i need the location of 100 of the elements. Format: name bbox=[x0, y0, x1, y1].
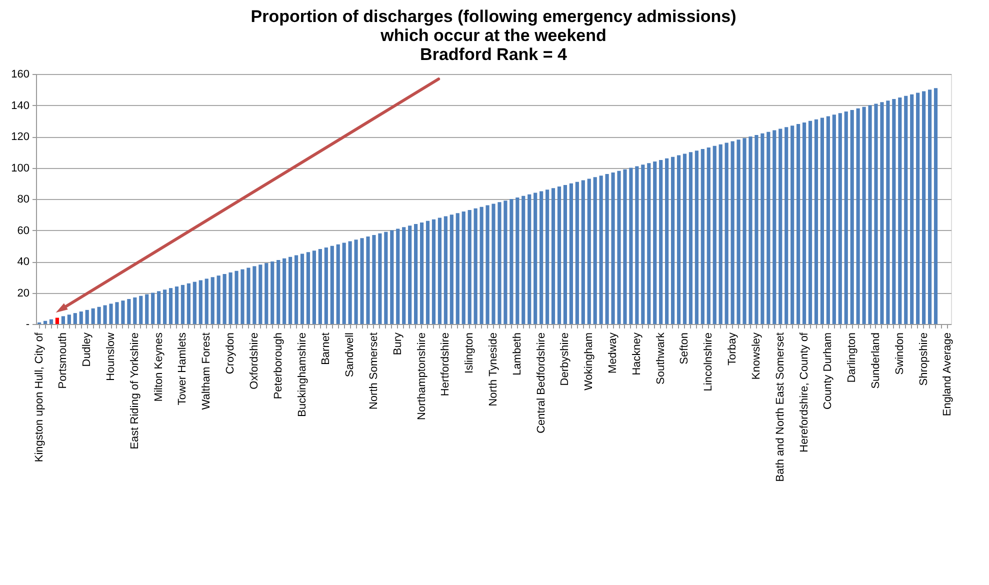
bar bbox=[748, 136, 752, 324]
bar bbox=[832, 114, 836, 324]
bar bbox=[838, 113, 842, 324]
bar bbox=[605, 174, 609, 324]
bar bbox=[330, 246, 334, 324]
bar bbox=[623, 169, 627, 324]
bar bbox=[462, 212, 466, 324]
x-tick-label: Shropshire bbox=[918, 332, 930, 386]
x-tick-label: Central Bedfordshire bbox=[535, 332, 548, 434]
bar bbox=[862, 106, 866, 324]
bar bbox=[599, 176, 603, 324]
x-tick-label: Lambeth bbox=[511, 332, 524, 376]
y-tick-label: 120 bbox=[11, 131, 30, 143]
bar bbox=[486, 205, 490, 324]
bar bbox=[718, 144, 722, 324]
bar bbox=[43, 320, 48, 324]
bar bbox=[420, 222, 424, 324]
bar bbox=[581, 180, 585, 324]
bar bbox=[246, 268, 250, 324]
bar bbox=[198, 280, 202, 324]
bar bbox=[934, 88, 938, 324]
bar bbox=[886, 100, 890, 324]
y-tick-label: - bbox=[26, 318, 30, 330]
bar bbox=[204, 278, 208, 324]
text: which occur at the weekend bbox=[380, 26, 606, 45]
bar bbox=[61, 316, 65, 324]
bar bbox=[682, 154, 687, 324]
bar bbox=[300, 254, 304, 324]
bar bbox=[157, 291, 161, 324]
bar bbox=[844, 112, 848, 324]
bar bbox=[540, 191, 544, 324]
bar bbox=[139, 296, 143, 324]
bar bbox=[736, 140, 740, 324]
bar bbox=[742, 138, 746, 324]
bar bbox=[635, 166, 639, 324]
bar bbox=[892, 99, 896, 324]
y-tick-label: 80 bbox=[17, 194, 30, 206]
bar bbox=[700, 149, 704, 324]
bar bbox=[545, 190, 550, 324]
bar bbox=[856, 108, 860, 324]
bar bbox=[647, 163, 651, 324]
bar bbox=[778, 128, 782, 324]
bar bbox=[174, 286, 179, 324]
bar bbox=[162, 290, 167, 324]
bar bbox=[808, 120, 812, 324]
bar bbox=[366, 236, 370, 324]
bar bbox=[306, 252, 310, 324]
x-tick-label: Hackney bbox=[630, 332, 643, 376]
bar bbox=[312, 250, 316, 324]
text: Bradford Rank = 4 bbox=[420, 45, 567, 64]
bar bbox=[468, 210, 472, 324]
bar bbox=[228, 272, 232, 324]
y-tick-label: 60 bbox=[17, 224, 30, 237]
bar bbox=[216, 276, 220, 324]
x-tick-label: Medway bbox=[607, 332, 620, 374]
bar bbox=[504, 200, 508, 324]
bar bbox=[258, 264, 262, 324]
x-tick-label: Derbyshire bbox=[559, 332, 572, 386]
y-tick-label: 160 bbox=[11, 68, 30, 80]
bar bbox=[432, 219, 436, 324]
x-tick-label: Croydon bbox=[224, 332, 237, 374]
bar bbox=[563, 184, 568, 324]
bar bbox=[569, 183, 573, 324]
x-tick-label: Hounslow bbox=[105, 332, 118, 381]
bar bbox=[659, 160, 663, 324]
bar bbox=[55, 318, 60, 324]
x-tick-label: Kingston upon Hull, City of bbox=[33, 332, 46, 462]
x-tick-label: Buckinghamshire bbox=[296, 332, 308, 417]
x-tick-label: Swindon bbox=[894, 332, 906, 375]
bar bbox=[766, 132, 770, 324]
x-tick-label: Bury bbox=[392, 332, 404, 356]
bar bbox=[103, 305, 107, 324]
bar bbox=[390, 230, 394, 324]
bar bbox=[575, 182, 579, 324]
bar bbox=[438, 218, 442, 324]
x-tick-label: Barnet bbox=[320, 332, 332, 365]
bar bbox=[688, 152, 693, 324]
bar bbox=[402, 227, 406, 324]
bar bbox=[372, 234, 376, 324]
x-tick-label: Southwark bbox=[654, 332, 667, 384]
text: Proportion of discharges (following emergency admissions) bbox=[250, 7, 736, 26]
x-tick-label: Lincolnshire bbox=[702, 332, 715, 392]
bar bbox=[522, 196, 526, 324]
bar bbox=[910, 94, 914, 324]
bar bbox=[288, 256, 292, 324]
bar bbox=[653, 162, 657, 324]
x-tick-label: Sefton bbox=[678, 332, 691, 364]
bar bbox=[222, 274, 226, 324]
bar bbox=[916, 92, 920, 324]
x-tick-label: North Tyneside bbox=[488, 332, 500, 406]
x-tick-label: Portsmouth bbox=[57, 332, 70, 389]
bar bbox=[97, 306, 101, 324]
bar bbox=[151, 292, 155, 324]
bar bbox=[528, 194, 532, 324]
bar bbox=[534, 192, 538, 324]
bar bbox=[814, 119, 818, 324]
bar bbox=[91, 308, 95, 324]
x-tick-label: Sandwell bbox=[344, 332, 356, 378]
bar bbox=[109, 304, 113, 324]
x-tick-label: Dudley bbox=[81, 332, 94, 367]
